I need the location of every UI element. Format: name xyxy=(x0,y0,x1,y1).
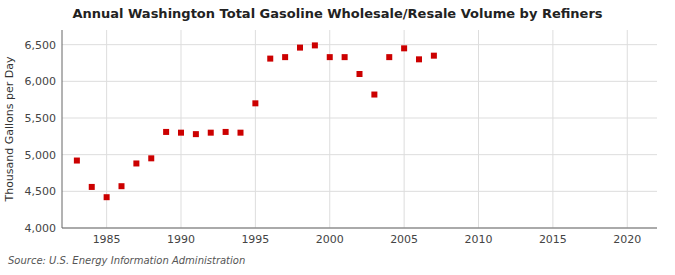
point xyxy=(297,45,303,51)
point xyxy=(178,130,184,136)
point xyxy=(148,155,154,161)
y-tick-label: 4,000 xyxy=(25,222,57,235)
x-grid-line xyxy=(255,30,256,228)
x-tick-label: 2015 xyxy=(539,233,567,246)
y-grid-line xyxy=(62,228,657,229)
x-grid-line xyxy=(627,30,628,228)
point xyxy=(104,194,110,200)
point xyxy=(282,54,288,60)
point xyxy=(223,129,229,135)
y-tick-label: 5,000 xyxy=(25,149,57,162)
y-grid-line xyxy=(62,191,657,192)
chart: 4,000 4,500 5,000 5,500 6,000 6,500 1985 1990 19… xyxy=(0,0,675,275)
x-axis-line xyxy=(62,228,657,229)
y-tick-label: 6,000 xyxy=(25,75,57,88)
point xyxy=(357,71,363,77)
y-grid-line xyxy=(62,44,657,45)
point xyxy=(312,42,318,48)
point xyxy=(119,183,125,189)
point xyxy=(89,184,95,190)
x-tick-label: 2010 xyxy=(465,233,493,246)
point xyxy=(386,54,392,60)
point xyxy=(133,160,139,166)
y-grid-line xyxy=(62,118,657,119)
x-tick-label: 2000 xyxy=(316,233,344,246)
x-grid-line xyxy=(552,30,553,228)
points xyxy=(74,42,437,200)
point xyxy=(431,53,437,59)
y-grid-line xyxy=(62,81,657,82)
point xyxy=(252,100,258,106)
x-tick-label: 2005 xyxy=(390,233,418,246)
point xyxy=(267,56,273,62)
x-tick-label: 1995 xyxy=(241,233,269,246)
point xyxy=(342,54,348,60)
point xyxy=(401,45,407,51)
y-tick-label: 5,500 xyxy=(25,112,57,125)
point xyxy=(208,130,214,136)
y-axis-label: Thousand Gallons per Day xyxy=(3,56,16,203)
y-tick-label: 6,500 xyxy=(25,39,57,52)
point xyxy=(193,131,199,137)
point xyxy=(371,92,377,98)
point xyxy=(238,130,244,136)
x-grid-line xyxy=(181,30,182,228)
grid xyxy=(62,30,657,228)
y-tick-label: 4,500 xyxy=(25,185,57,198)
point xyxy=(163,129,169,135)
x-grid-line xyxy=(478,30,479,228)
y-grid-line xyxy=(62,154,657,155)
title: Annual Washington Total Gasoline Wholesa… xyxy=(72,6,602,21)
point xyxy=(416,56,422,62)
x-grid-line xyxy=(404,30,405,228)
point xyxy=(74,158,80,164)
x-tick-label: 2020 xyxy=(613,233,641,246)
x-tick-label: 1985 xyxy=(93,233,121,246)
source-note: Source: U.S. Energy Information Administ… xyxy=(8,255,245,266)
x-tick-label: 1990 xyxy=(167,233,195,246)
point xyxy=(327,54,333,60)
y-axis-line xyxy=(62,30,63,228)
